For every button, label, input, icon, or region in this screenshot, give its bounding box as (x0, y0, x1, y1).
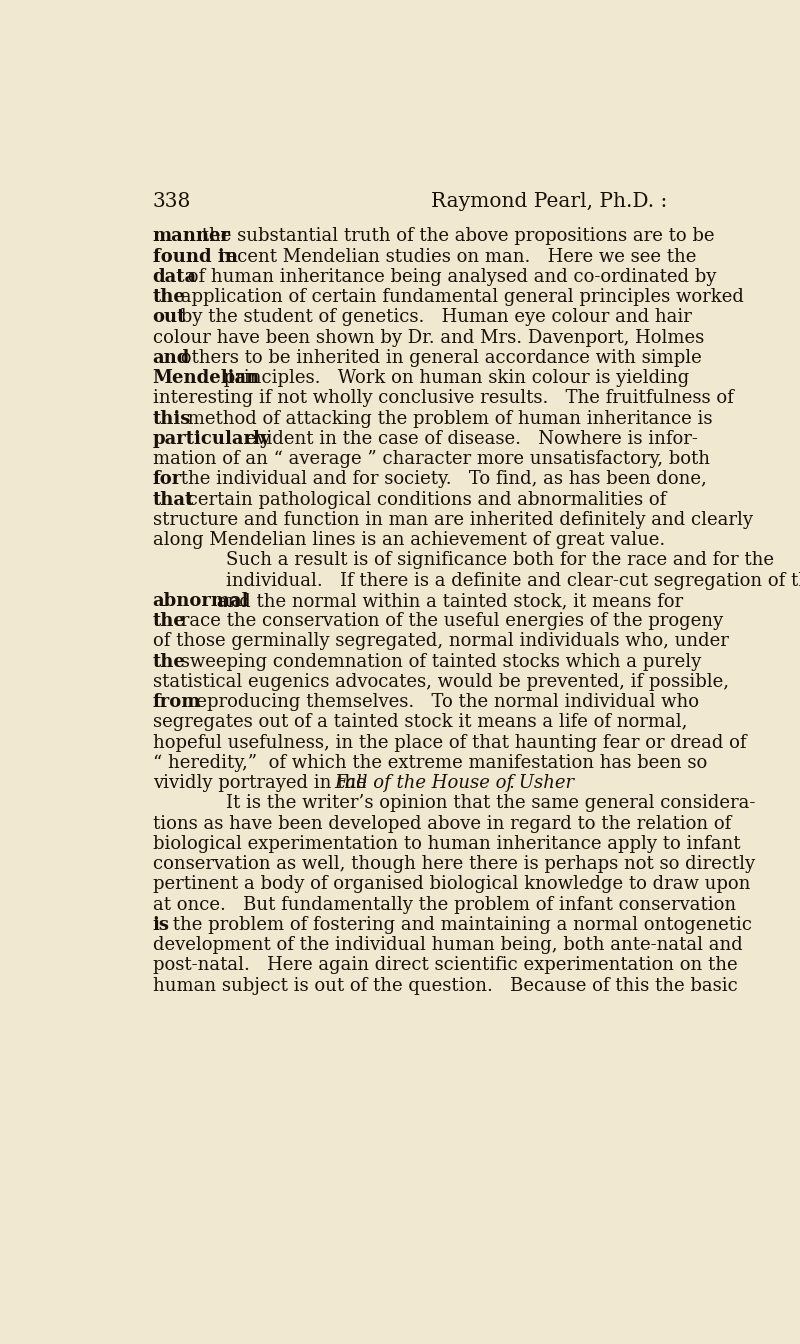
Text: Raymond Pearl, Ph.D. :: Raymond Pearl, Ph.D. : (431, 192, 667, 211)
Text: and: and (153, 349, 190, 367)
Text: post-natal.   Here again direct scientific experimentation on the: post-natal. Here again direct scientific… (153, 957, 738, 974)
Text: statistical eugenics advocates, would be prevented, if possible,: statistical eugenics advocates, would be… (153, 673, 729, 691)
Text: biological experimentation to human inheritance apply to infant: biological experimentation to human inhe… (153, 835, 740, 853)
Text: of human inheritance being analysed and co-ordinated by: of human inheritance being analysed and … (182, 267, 716, 286)
Text: manner: manner (153, 227, 230, 246)
Text: this: this (153, 410, 191, 427)
Text: tions as have been developed above in regard to the relation of: tions as have been developed above in re… (153, 814, 731, 833)
Text: and the normal within a tainted stock, it means for: and the normal within a tainted stock, i… (211, 591, 683, 610)
Text: is: is (153, 915, 170, 934)
Text: at once.   But fundamentally the problem of infant conservation: at once. But fundamentally the problem o… (153, 895, 736, 914)
Text: the: the (153, 612, 186, 630)
Text: from: from (153, 694, 201, 711)
Text: interesting if not wholly conclusive results.   The fruitfulness of: interesting if not wholly conclusive res… (153, 390, 734, 407)
Text: structure and function in man are inherited definitely and clearly: structure and function in man are inheri… (153, 511, 753, 530)
Text: development of the individual human being, both ante-natal and: development of the individual human bein… (153, 937, 742, 954)
Text: evident in the case of disease.   Nowhere is infor-: evident in the case of disease. Nowhere … (240, 430, 698, 448)
Text: sweeping condemnation of tainted stocks which a purely: sweeping condemnation of tainted stocks … (174, 653, 701, 671)
Text: data: data (153, 267, 197, 286)
Text: race the conservation of the useful energies of the progeny: race the conservation of the useful ener… (174, 612, 722, 630)
Text: mation of an “ average ” character more unsatisfactory, both: mation of an “ average ” character more … (153, 450, 710, 468)
Text: application of certain fundamental general principles worked: application of certain fundamental gener… (174, 288, 743, 306)
Text: colour have been shown by Dr. and Mrs. Davenport, Holmes: colour have been shown by Dr. and Mrs. D… (153, 329, 704, 347)
Text: Fall of the House of Usher: Fall of the House of Usher (334, 774, 574, 792)
Text: of those germinally segregated, normal individuals who, under: of those germinally segregated, normal i… (153, 633, 729, 650)
Text: It is the writer’s opinion that the same general considera-: It is the writer’s opinion that the same… (226, 794, 756, 812)
Text: that: that (153, 491, 194, 508)
Text: reproducing themselves.   To the normal individual who: reproducing themselves. To the normal in… (182, 694, 699, 711)
Text: along Mendelian lines is an achievement of great value.: along Mendelian lines is an achievement … (153, 531, 665, 550)
Text: for: for (153, 470, 182, 488)
Text: recent Mendelian studies on man.   Here we see the: recent Mendelian studies on man. Here we… (218, 247, 697, 266)
Text: “ heredity,”  of which the extreme manifestation has been so: “ heredity,” of which the extreme manife… (153, 754, 707, 771)
Text: the: the (153, 288, 186, 306)
Text: .: . (509, 774, 514, 792)
Text: found in: found in (153, 247, 244, 266)
Text: individual.   If there is a definite and clear-cut segregation of the: individual. If there is a definite and c… (226, 571, 800, 590)
Text: certain pathological conditions and abnormalities of: certain pathological conditions and abno… (182, 491, 666, 508)
Text: method of attacking the problem of human inheritance is: method of attacking the problem of human… (182, 410, 712, 427)
Text: segregates out of a tainted stock it means a life of normal,: segregates out of a tainted stock it mea… (153, 714, 687, 731)
Text: principles.   Work on human skin colour is yielding: principles. Work on human skin colour is… (218, 370, 690, 387)
Text: human subject is out of the question.   Because of this the basic: human subject is out of the question. Be… (153, 977, 738, 995)
Text: others to be inherited in general accordance with simple: others to be inherited in general accord… (174, 349, 702, 367)
Text: the individual and for society.   To find, as has been done,: the individual and for society. To find,… (174, 470, 706, 488)
Text: conservation as well, though here there is perhaps not so directly: conservation as well, though here there … (153, 855, 755, 874)
Text: the: the (153, 653, 186, 671)
Text: Such a result is of significance both for the race and for the: Such a result is of significance both fo… (226, 551, 774, 570)
Text: particularly: particularly (153, 430, 271, 448)
Text: by the student of genetics.   Human eye colour and hair: by the student of genetics. Human eye co… (174, 308, 691, 327)
Text: Mendelian: Mendelian (153, 370, 260, 387)
Text: abnormal: abnormal (153, 591, 250, 610)
Text: out: out (153, 308, 186, 327)
Text: vividly portrayed in the: vividly portrayed in the (153, 774, 372, 792)
Text: the substantial truth of the above propositions are to be: the substantial truth of the above propo… (196, 227, 715, 246)
Text: pertinent a body of organised biological knowledge to draw upon: pertinent a body of organised biological… (153, 875, 750, 894)
Text: hopeful usefulness, in the place of that haunting fear or dread of: hopeful usefulness, in the place of that… (153, 734, 746, 751)
Text: the problem of fostering and maintaining a normal ontogenetic: the problem of fostering and maintaining… (167, 915, 752, 934)
Text: 338: 338 (153, 192, 191, 211)
